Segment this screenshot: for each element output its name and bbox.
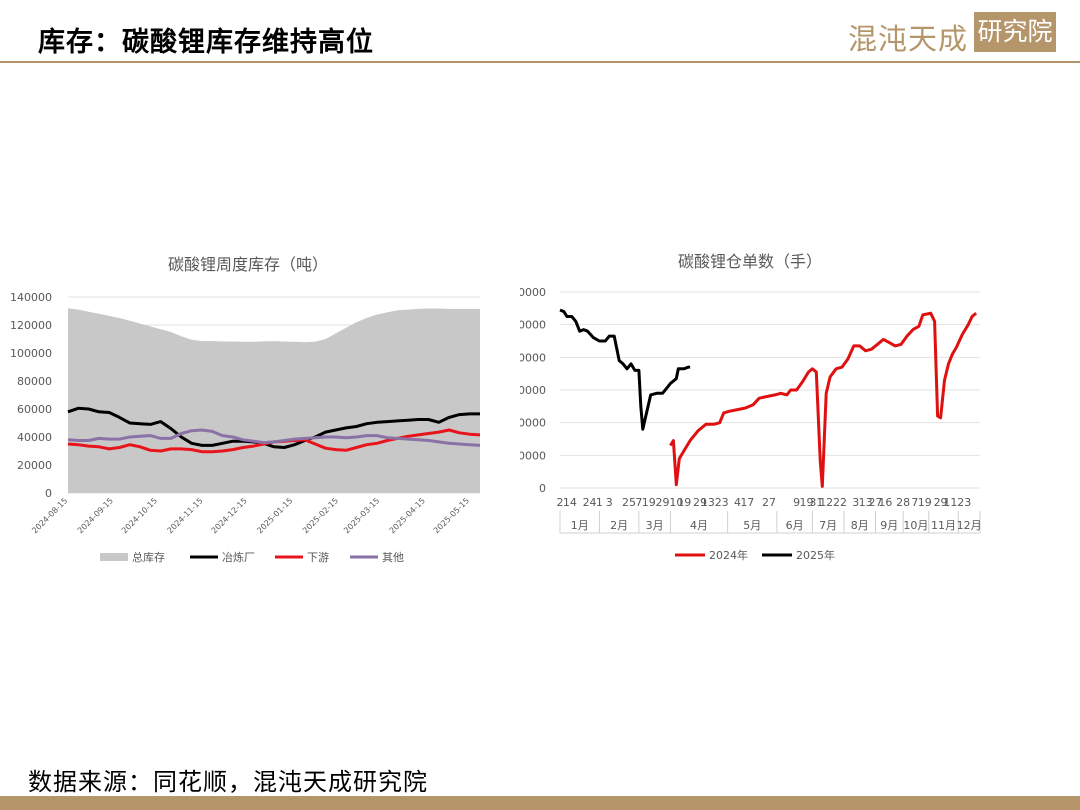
y-tick-label: 40000 <box>520 351 546 364</box>
legend-label: 2024年 <box>709 548 748 562</box>
series-line-其他 <box>67 428 481 447</box>
footer-bar <box>0 796 1080 810</box>
y-tick-label: 0 <box>539 482 546 495</box>
page-title: 库存：碳酸锂库存维持高位 <box>38 27 374 58</box>
x-day-label: 16 <box>878 496 892 509</box>
x-day-label: 27 <box>868 496 882 509</box>
series-line-2025年 <box>559 308 691 431</box>
legend-swatch-总库存 <box>100 553 128 561</box>
x-day-label: 11 <box>943 496 957 509</box>
x-tick-label: 2024-11-15 <box>166 496 205 535</box>
warrant-chart: 碳酸锂仓单数（手） 0 10000 20000 30000 40000 50000 60000… <box>520 252 982 562</box>
x-month-label: 5月 <box>743 519 761 532</box>
legend-label: 冶炼厂 <box>222 550 255 564</box>
x-tick-label: 2024-08-15 <box>30 496 69 535</box>
x-month-label: 8月 <box>851 519 869 532</box>
x-tick-label: 2025-05-15 <box>432 496 471 535</box>
y-tick-label: 80000 <box>17 375 52 388</box>
x-day-label: 4 <box>734 496 741 509</box>
y-tick-label: 30000 <box>520 384 546 397</box>
x-day-label: 29 <box>656 496 670 509</box>
x-day-label: 25 <box>622 496 636 509</box>
x-month-label: 3月 <box>646 519 664 532</box>
y-tick-label: 60000 <box>520 286 546 299</box>
logo-box: 研究院 <box>974 12 1056 52</box>
x-day-label: 23 <box>957 496 971 509</box>
y-tick-label: 50000 <box>520 319 546 332</box>
x-month-label: 2月 <box>610 519 628 532</box>
x-day-label: 3 <box>606 496 613 509</box>
chart-title: 碳酸锂仓单数（手） <box>678 252 822 271</box>
series-line-冶炼厂 <box>67 406 480 449</box>
x-day-label: 29 <box>693 496 707 509</box>
x-month-label: 12月 <box>957 519 982 532</box>
legend-label: 下游 <box>307 551 329 564</box>
legend-label: 2025年 <box>796 548 835 562</box>
y-tick-label: 120000 <box>10 319 52 332</box>
x-month-label: 1月 <box>571 519 589 532</box>
x-tick-label: 2025-01-15 <box>255 496 294 535</box>
x-tick-label: 2024-09-15 <box>76 496 115 535</box>
x-day-label: 9 <box>793 496 800 509</box>
x-day-label: 31 <box>809 496 823 509</box>
legend-label: 其他 <box>382 551 404 564</box>
x-day-label: 14 <box>563 496 577 509</box>
x-day-label: 7 <box>635 496 642 509</box>
x-day-label: 19 <box>799 496 813 509</box>
x-day-label: 12 <box>819 496 833 509</box>
y-tick-label: 60000 <box>17 403 52 416</box>
x-day-label: 17 <box>740 496 754 509</box>
x-month-label: 7月 <box>819 519 837 532</box>
x-day-label: 19 <box>918 496 932 509</box>
x-tick-label: 2024-12-15 <box>210 496 249 535</box>
legend-label: 总库存 <box>132 550 165 564</box>
y-tick-label: 0 <box>45 487 52 500</box>
x-tick-label: 2025-04-15 <box>388 496 427 535</box>
y-tick-label: 100000 <box>10 347 52 360</box>
x-day-label: 10 <box>669 496 683 509</box>
source-note: 数据来源：同花顺，混沌天成研究院 <box>28 768 428 796</box>
x-day-label: 19 <box>677 496 691 509</box>
x-tick-label: 2025-02-15 <box>301 496 340 535</box>
y-tick-label: 20000 <box>17 459 52 472</box>
x-day-label: 13 <box>701 496 715 509</box>
y-tick-label: 10000 <box>520 449 546 462</box>
x-month-label: 11月 <box>931 519 956 532</box>
series-area-总库存 <box>68 308 480 493</box>
x-tick-label: 2024-10-15 <box>120 496 159 535</box>
header-divider <box>0 61 1080 63</box>
x-day-label: 3 <box>852 496 859 509</box>
company-logo: 混沌天成 研究院 <box>848 12 1056 56</box>
x-tick-label: 2025-03-15 <box>342 496 381 535</box>
y-tick-label: 20000 <box>520 417 546 430</box>
series-line-2024年 <box>669 311 978 488</box>
x-day-label: 2 <box>557 496 564 509</box>
logo-text: 混沌天成 <box>848 22 969 56</box>
x-day-label: 13 <box>859 496 873 509</box>
x-month-label: 9月 <box>880 519 898 532</box>
header: 库存：碳酸锂库存维持高位 混沌天成 研究院 <box>0 0 1080 64</box>
y-tick-label: 140000 <box>10 291 52 304</box>
x-day-label: 22 <box>833 496 847 509</box>
x-day-label: 27 <box>762 496 776 509</box>
x-day-label: 1 <box>596 496 603 509</box>
chart-title: 碳酸锂周度库存（吨） <box>168 255 328 274</box>
x-day-label: 23 <box>715 496 729 509</box>
x-day-label: 7 <box>911 496 918 509</box>
x-month-label: 10月 <box>903 519 928 532</box>
y-tick-label: 40000 <box>17 431 52 444</box>
x-day-label: 28 <box>896 496 910 509</box>
x-month-label: 6月 <box>786 519 804 532</box>
x-day-label: 19 <box>642 496 656 509</box>
weekly-inventory-chart: 碳酸锂周度库存（吨） 0 20000 40000 60000 80000 100000 120… <box>10 255 481 564</box>
x-day-label: 29 <box>934 496 948 509</box>
x-month-label: 4月 <box>690 519 708 532</box>
x-day-label: 24 <box>583 496 597 509</box>
